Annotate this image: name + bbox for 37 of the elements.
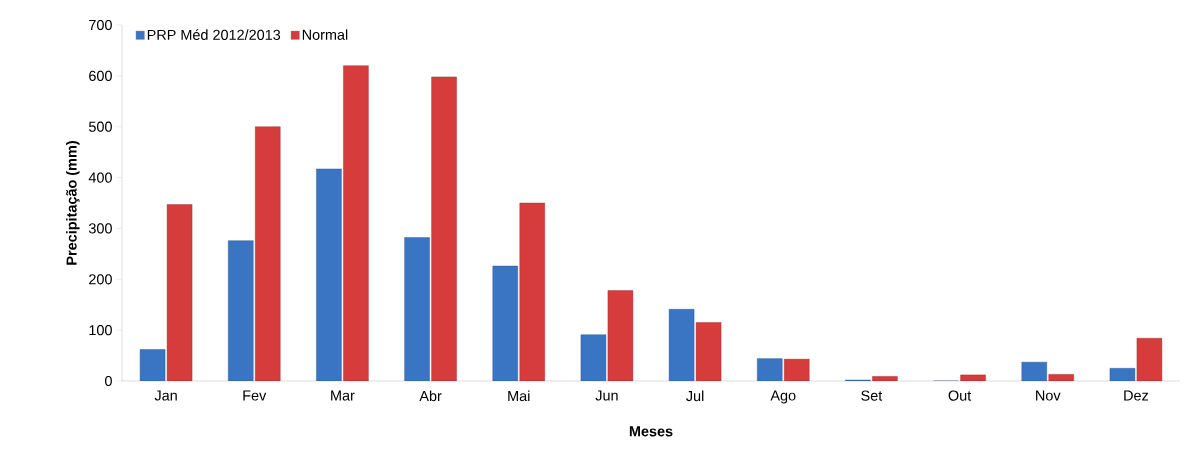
bar (519, 202, 545, 381)
y-axis-title: Precipitação (mm) (66, 141, 80, 265)
x-tick-label: Mar (331, 390, 355, 401)
y-tick-label: 300 (88, 223, 112, 234)
bar (431, 76, 457, 381)
y-tick-label: 500 (88, 121, 112, 132)
bar (343, 65, 369, 381)
x-tick-label: Set (861, 390, 883, 401)
bar (255, 126, 281, 381)
bar (404, 237, 430, 381)
bar (607, 290, 634, 381)
x-tick-label: Fev (243, 390, 267, 401)
y-tick-label: 700 (89, 19, 112, 31)
x-tick-label: Jun (595, 390, 618, 401)
legend-label: PRP Méd 2012/2013 (147, 29, 281, 40)
bar (166, 204, 193, 381)
x-tick-label: Abr (419, 390, 442, 402)
bar (757, 358, 783, 381)
bar (695, 322, 722, 381)
x-tick-label: Out (948, 390, 972, 401)
x-tick-label: Ago (770, 390, 796, 404)
y-tick-label: 600 (89, 70, 112, 81)
x-tick-label: Nov (1036, 390, 1061, 401)
bar (316, 168, 342, 381)
y-tick-label: 400 (88, 172, 112, 183)
y-tick-label: 100 (89, 325, 112, 336)
bar (492, 265, 518, 381)
x-tick-label: Jul (686, 390, 704, 402)
x-tick-label: Dez (1124, 390, 1149, 401)
bar (228, 240, 254, 381)
x-tick-label: Mai (508, 390, 530, 402)
x-tick-label: Jan (154, 390, 177, 401)
bar (668, 309, 695, 381)
y-tick-label: 200 (89, 274, 112, 285)
x-axis-title: Meses (629, 426, 673, 437)
legend-label: Normal (302, 29, 348, 40)
y-tick-label: 0 (105, 375, 112, 387)
